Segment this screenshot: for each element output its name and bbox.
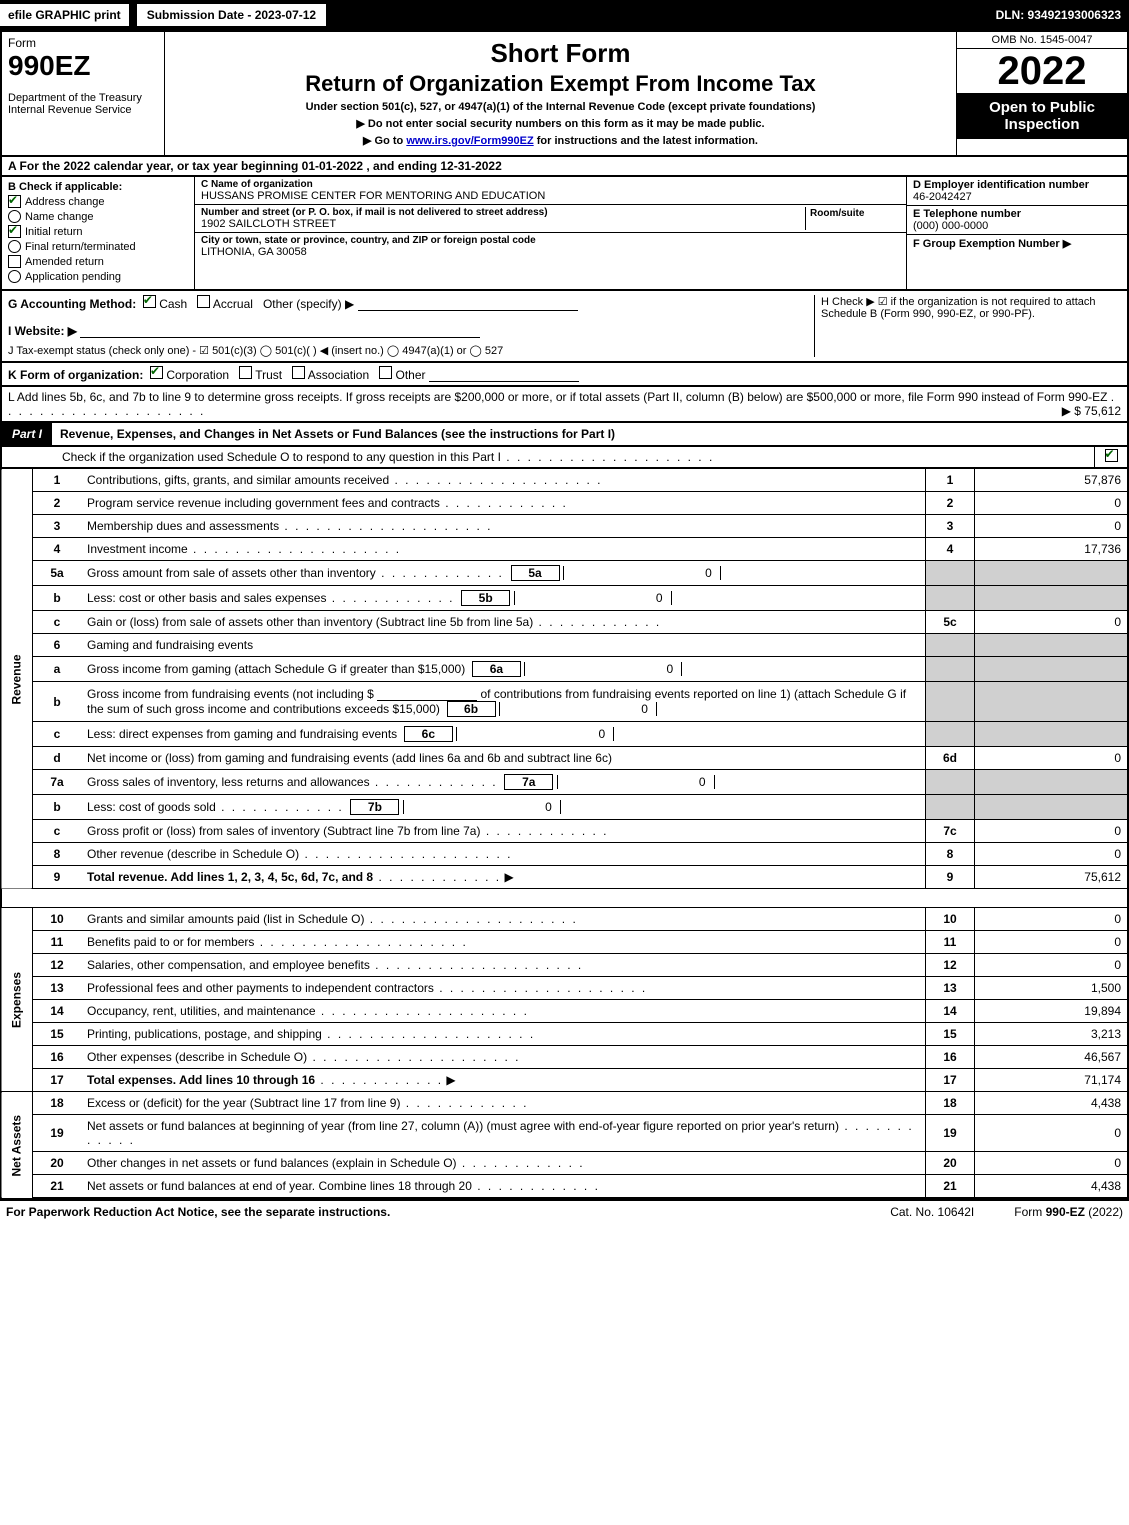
org-name: HUSSANS PROMISE CENTER FOR MENTORING AND… [201,190,900,202]
part1-tab: Part I [2,423,52,445]
col-c-org-info: C Name of organization HUSSANS PROMISE C… [195,177,906,289]
checkbox[interactable] [8,210,21,223]
corp-checkbox[interactable] [150,366,163,379]
checkbox-row: Name change [8,210,188,223]
col-b-checkboxes: B Check if applicable: Address change Nam… [2,177,195,289]
row-l: L Add lines 5b, 6c, and 7b to line 9 to … [0,387,1129,423]
lines-table: Revenue 1 Contributions, gifts, grants, … [0,469,1129,1199]
dln-label: DLN: 93492193006323 [988,4,1129,26]
checkbox[interactable] [8,255,21,268]
b-heading: B Check if applicable: [8,181,188,193]
header-center: Short Form Return of Organization Exempt… [165,32,956,155]
expenses-side-label: Expenses [1,908,33,1092]
city-value: LITHONIA, GA 30058 [201,246,900,258]
amt-1: 57,876 [975,469,1129,492]
checkbox-row: Address change [8,195,188,208]
checkbox[interactable] [8,240,21,253]
other-specify-line[interactable] [358,296,578,311]
footer: For Paperwork Reduction Act Notice, see … [0,1199,1129,1223]
trust-checkbox[interactable] [239,366,252,379]
dept-label: Department of the Treasury Internal Reve… [8,92,158,116]
footer-left: For Paperwork Reduction Act Notice, see … [6,1205,850,1219]
col-d-ids: D Employer identification number 46-2042… [906,177,1127,289]
title-short-form: Short Form [171,38,950,69]
checkbox-label: Name change [25,211,94,223]
row-g: G Accounting Method: Cash Accrual Other … [8,295,814,311]
open-to-public: Open to Public Inspection [957,93,1127,139]
form-word: Form [8,36,158,50]
assoc-checkbox[interactable] [292,366,305,379]
checkbox[interactable] [8,225,21,238]
checkbox[interactable] [8,195,21,208]
omb-number: OMB No. 1545-0047 [957,32,1127,49]
footer-right: Form 990-EZ (2022) [1014,1205,1123,1219]
checkbox-label: Amended return [25,256,104,268]
street-value: 1902 SAILCLOTH STREET [201,218,801,230]
c-name-label: C Name of organization [201,179,900,190]
checkbox-row: Amended return [8,255,188,268]
row-a: A For the 2022 calendar year, or tax yea… [0,157,1129,177]
other-checkbox[interactable] [379,366,392,379]
row-k: K Form of organization: Corporation Trus… [0,363,1129,387]
phone-label: E Telephone number [913,208,1121,220]
note-goto: ▶ Go to www.irs.gov/Form990EZ for instru… [171,134,950,147]
l-value: ▶ $ 75,612 [1062,404,1121,418]
header-right: OMB No. 1545-0047 2022 Open to Public In… [956,32,1127,155]
sched-o-checkbox[interactable] [1105,449,1118,462]
city-label: City or town, state or province, country… [201,235,900,246]
top-bar: efile GRAPHIC print Submission Date - 20… [0,0,1129,32]
revenue-side-label: Revenue [1,469,33,889]
cash-checkbox[interactable] [143,295,156,308]
title-return: Return of Organization Exempt From Incom… [171,71,950,97]
section-bcd: B Check if applicable: Address change Nam… [0,177,1129,291]
row-i: I Website: ▶ [8,323,814,338]
netassets-side-label: Net Assets [1,1092,33,1199]
tax-year: 2022 [957,49,1127,93]
irs-link[interactable]: www.irs.gov/Form990EZ [406,135,533,147]
checkbox-row: Initial return [8,225,188,238]
part1-header: Part I Revenue, Expenses, and Changes in… [0,423,1129,447]
street-label: Number and street (or P. O. box, if mail… [201,207,801,218]
part1-title: Revenue, Expenses, and Changes in Net As… [52,425,1127,443]
sched-o-row: Check if the organization used Schedule … [0,447,1129,469]
row-j: J Tax-exempt status (check only one) - ☑… [8,344,814,357]
checkbox[interactable] [8,270,21,283]
accrual-checkbox[interactable] [197,295,210,308]
checkbox-row: Application pending [8,270,188,283]
checkbox-label: Initial return [25,226,82,238]
form-number: 990EZ [8,50,158,82]
note-ssn: ▶ Do not enter social security numbers o… [171,117,950,130]
checkbox-label: Address change [25,196,105,208]
footer-center: Cat. No. 10642I [850,1205,1014,1219]
checkbox-row: Final return/terminated [8,240,188,253]
subtitle: Under section 501(c), 527, or 4947(a)(1)… [171,101,950,113]
header-left: Form 990EZ Department of the Treasury In… [2,32,165,155]
submission-date-button[interactable]: Submission Date - 2023-07-12 [135,2,328,28]
ein-label: D Employer identification number [913,179,1121,191]
phone-value: (000) 000-0000 [913,220,1121,232]
other-org-line[interactable] [429,367,579,382]
form-header: Form 990EZ Department of the Treasury In… [0,32,1129,157]
ein-value: 46-2042427 [913,191,1121,203]
checkbox-label: Application pending [25,271,121,283]
row-h: H Check ▶ ☑ if the organization is not r… [814,295,1121,357]
checkbox-label: Final return/terminated [25,241,136,253]
website-line[interactable] [80,323,480,338]
room-label: Room/suite [810,208,864,219]
efile-print-label[interactable]: efile GRAPHIC print [0,4,131,26]
section-ghij: G Accounting Method: Cash Accrual Other … [0,291,1129,363]
group-exemption-label: F Group Exemption Number ▶ [913,237,1121,250]
